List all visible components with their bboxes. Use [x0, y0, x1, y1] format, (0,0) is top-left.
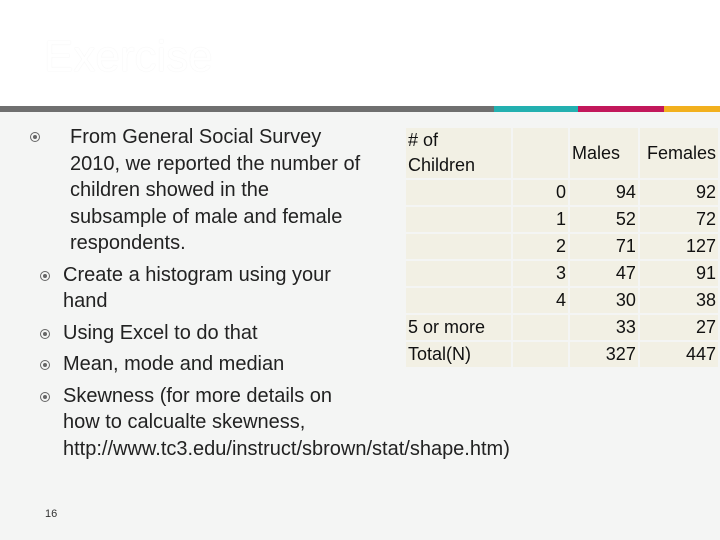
- females-cell: 72: [639, 207, 718, 232]
- slide-title: Exercise: [44, 32, 213, 81]
- accent-stripe-gray: [0, 106, 494, 112]
- females-cell: 447: [639, 342, 718, 367]
- males-cell: 30: [569, 288, 638, 313]
- males-cell: 94: [569, 180, 638, 205]
- row-label: 5 or more: [406, 315, 512, 340]
- sub-bullet-text: Skewness (for more details on how to cal…: [63, 384, 510, 460]
- accent-stripe-magenta: [578, 106, 664, 112]
- bullet-icon: [40, 270, 50, 281]
- row-label: [406, 288, 512, 313]
- children-cell: 2: [513, 234, 568, 259]
- row-label: [406, 180, 512, 205]
- table-row: 5 or more 33 27: [406, 315, 718, 340]
- sub-bullet-item: Skewness (for more details on how to cal…: [30, 383, 510, 463]
- sub-bullet-text: Mean, mode and median: [63, 353, 285, 375]
- bullet-icon: [40, 391, 50, 402]
- table-row: 3 47 91: [406, 261, 718, 286]
- bullet-text: From General Social Survey 2010, we repo…: [70, 126, 361, 254]
- children-cell: 4: [513, 288, 568, 313]
- table-row: 0 94 92: [406, 180, 718, 205]
- females-cell: 92: [639, 180, 718, 205]
- header-cell: Females: [639, 128, 718, 178]
- bullet-icon: [30, 132, 40, 142]
- slide-number: 16: [45, 508, 58, 520]
- females-cell: 38: [639, 288, 718, 313]
- row-label: [406, 234, 512, 259]
- row-label: [406, 207, 512, 232]
- accent-stripe-teal: [494, 106, 578, 112]
- males-cell: 71: [569, 234, 638, 259]
- males-cell: 327: [569, 342, 638, 367]
- row-label: Total(N): [406, 342, 512, 367]
- children-frequency-table: # of Children Males Females 0 94 92 1 52…: [404, 126, 720, 369]
- title-bar: Exercise: [0, 0, 720, 106]
- bullet-list: From General Social Survey 2010, we repo…: [30, 124, 510, 463]
- children-cell: 1: [513, 207, 568, 232]
- children-cell: [513, 342, 568, 367]
- sub-bullet-text: Create a histogram using your hand: [63, 263, 331, 313]
- table-row: 1 52 72: [406, 207, 718, 232]
- children-cell: 3: [513, 261, 568, 286]
- females-cell: 27: [639, 315, 718, 340]
- table-row: 4 30 38: [406, 288, 718, 313]
- males-cell: 47: [569, 261, 638, 286]
- bullet-item: From General Social Survey 2010, we repo…: [30, 124, 370, 257]
- bullet-icon: [40, 328, 50, 339]
- table-row: 2 71 127: [406, 234, 718, 259]
- sub-bullet-text: Using Excel to do that: [63, 321, 258, 344]
- header-cell: Males: [569, 128, 638, 178]
- header-cell: # of Children: [406, 128, 512, 178]
- table-header-row: # of Children Males Females: [406, 128, 718, 178]
- header-cell-empty: [513, 128, 568, 178]
- children-cell: [513, 315, 568, 340]
- sub-bullet-item: Create a histogram using your hand: [30, 262, 370, 315]
- males-cell: 33: [569, 315, 638, 340]
- accent-stripe-gold: [664, 106, 720, 112]
- males-cell: 52: [569, 207, 638, 232]
- children-cell: 0: [513, 180, 568, 205]
- sub-bullet-item: Mean, mode and median: [30, 351, 370, 378]
- bullet-icon: [40, 360, 50, 370]
- females-cell: 127: [639, 234, 718, 259]
- row-label: [406, 261, 512, 286]
- table-row: Total(N) 327 447: [406, 342, 718, 367]
- sub-bullet-item: Using Excel to do that: [30, 320, 370, 347]
- females-cell: 91: [639, 261, 718, 286]
